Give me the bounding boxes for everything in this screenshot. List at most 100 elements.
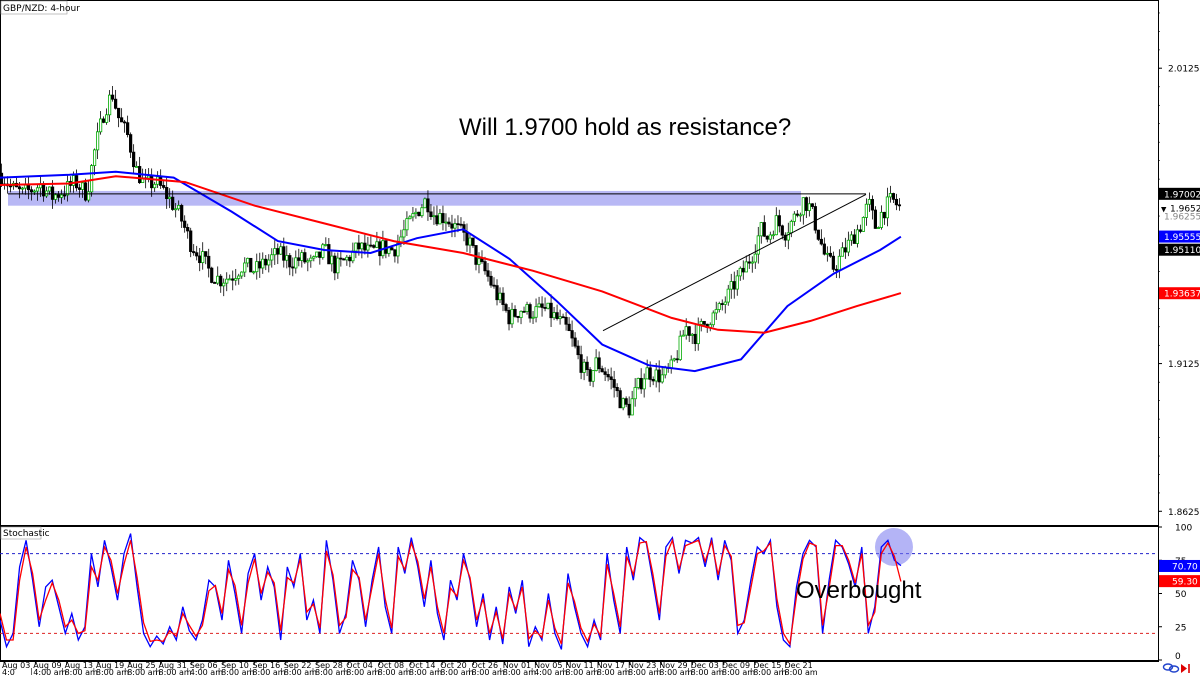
candle	[225, 272, 229, 292]
chart-title: GBP/NZD: 4-hour	[3, 4, 80, 14]
candle	[53, 193, 58, 204]
candle	[174, 203, 178, 218]
candle	[831, 251, 835, 273]
candle	[35, 184, 40, 201]
candle	[543, 297, 547, 312]
candle	[423, 197, 427, 209]
candle	[525, 301, 529, 315]
candle	[873, 206, 877, 229]
time-axis-date-label: Nov 29	[659, 661, 687, 670]
svg-text:1.95110: 1.95110	[1164, 246, 1200, 256]
candle	[189, 227, 193, 258]
candle	[276, 243, 280, 265]
time-axis-date-label: Aug 03	[2, 661, 30, 670]
candle	[50, 180, 55, 209]
candle	[702, 321, 706, 326]
candle	[92, 148, 97, 176]
candle	[297, 248, 301, 267]
candle	[477, 252, 481, 274]
candle	[759, 221, 763, 244]
time-axis-date-label: Aug 09	[33, 661, 61, 670]
candle	[552, 306, 556, 321]
candle	[624, 396, 628, 408]
candle	[345, 254, 349, 266]
candle	[450, 214, 454, 238]
candle	[687, 326, 691, 342]
candle	[342, 257, 346, 261]
candle	[861, 216, 865, 232]
candle	[186, 223, 190, 239]
candle	[615, 383, 619, 398]
candle	[855, 224, 859, 248]
candle	[783, 232, 787, 247]
candle	[603, 367, 607, 382]
candle	[111, 85, 115, 102]
candle	[618, 387, 622, 409]
stochastic-axis-tick-label: 100	[1175, 524, 1192, 534]
candle	[408, 215, 412, 220]
time-axis-date-label: Oct 08	[378, 661, 405, 670]
candle	[468, 233, 472, 254]
candle	[108, 90, 112, 122]
candle	[531, 310, 535, 325]
candle	[99, 111, 103, 135]
candle	[56, 191, 61, 202]
candle	[870, 195, 874, 220]
red-arrow-icon[interactable]	[1181, 664, 1190, 673]
time-axis-time-label: 8:00 am	[691, 668, 724, 675]
candle	[366, 236, 370, 258]
candle	[762, 215, 766, 238]
candle	[252, 270, 256, 275]
resistance-zone	[8, 190, 801, 206]
candle	[492, 277, 496, 289]
candle	[234, 268, 238, 286]
candle	[852, 229, 856, 244]
svg-text:70.70: 70.70	[1172, 562, 1198, 572]
candle	[459, 217, 463, 228]
candle	[213, 281, 217, 284]
price-axis-tick-label: 1.86255	[1168, 508, 1200, 518]
candle	[279, 243, 283, 255]
candle	[198, 247, 202, 272]
candle	[183, 215, 187, 233]
overbought-annotation: Overbought	[796, 577, 922, 604]
time-axis-date-label: Oct 14	[409, 661, 436, 670]
time-axis-date-label: Nov 01	[503, 661, 531, 670]
candle	[402, 219, 406, 245]
candle	[801, 197, 805, 225]
candle	[732, 271, 736, 299]
time-axis-date-label: Sep 28	[315, 661, 343, 670]
candle	[753, 244, 757, 269]
candle	[546, 302, 550, 310]
candle	[894, 193, 899, 211]
candle	[528, 302, 532, 323]
candle	[612, 370, 616, 398]
candle	[738, 266, 742, 281]
candle	[483, 256, 487, 275]
candle	[114, 89, 118, 110]
candle	[300, 249, 304, 268]
time-axis-date-label: Dec 15	[753, 661, 781, 670]
price-label: 1.93637	[1159, 287, 1200, 300]
candle	[519, 310, 523, 325]
time-axis-date-label: Aug 19	[96, 661, 124, 670]
chain-link-icon[interactable]	[1162, 663, 1180, 673]
candle	[678, 330, 682, 361]
candle	[786, 222, 790, 250]
candle	[594, 349, 598, 372]
trendline	[602, 194, 867, 332]
candle	[180, 203, 184, 228]
candle	[294, 250, 298, 274]
candle	[726, 284, 730, 306]
candle	[582, 359, 586, 381]
candle	[258, 252, 262, 278]
candle	[435, 205, 439, 227]
candle	[636, 377, 640, 390]
candle	[243, 257, 247, 278]
candle	[321, 242, 325, 260]
candle	[723, 296, 727, 314]
candle	[573, 332, 577, 349]
candle	[897, 198, 902, 211]
candle	[609, 367, 613, 390]
